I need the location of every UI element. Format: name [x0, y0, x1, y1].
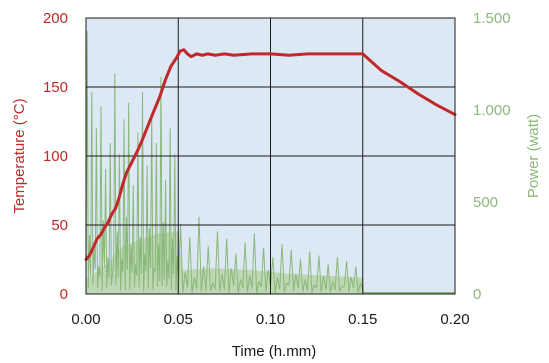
left-tick-label: 100	[43, 148, 68, 165]
right-tick-label: 0	[473, 286, 481, 303]
temperature-series	[84, 48, 457, 261]
x-tick-label: 0.00	[71, 311, 100, 328]
right-axis-title: Power (watt)	[525, 114, 542, 198]
plot-frame	[85, 17, 456, 295]
x-tick-label: 0.15	[348, 311, 377, 328]
left-tick-label: 150	[43, 79, 68, 96]
left-tick-label: 50	[51, 217, 68, 234]
power-line-heating	[85, 30, 179, 295]
left-tick-label: 0	[60, 286, 68, 303]
left-axis-ticks: 0 50 100 150 200	[43, 10, 68, 303]
x-axis-title: Time (h.mm)	[232, 343, 316, 360]
x-axis-ticks: 0.00 0.05 0.10 0.15 0.20	[71, 311, 469, 328]
left-tick-label: 200	[43, 10, 68, 27]
right-tick-label: 500	[473, 194, 498, 211]
grid	[86, 18, 455, 294]
temperature-line	[84, 48, 457, 261]
x-tick-label: 0.05	[164, 311, 193, 328]
right-axis-ticks: 0 500 1.000 1.500	[473, 10, 511, 303]
right-tick-label: 1.500	[473, 10, 511, 27]
left-axis-title: Temperature (°C)	[11, 98, 28, 213]
right-tick-label: 1.000	[473, 102, 511, 119]
x-tick-label: 0.20	[440, 311, 469, 328]
x-tick-label: 0.10	[256, 311, 285, 328]
